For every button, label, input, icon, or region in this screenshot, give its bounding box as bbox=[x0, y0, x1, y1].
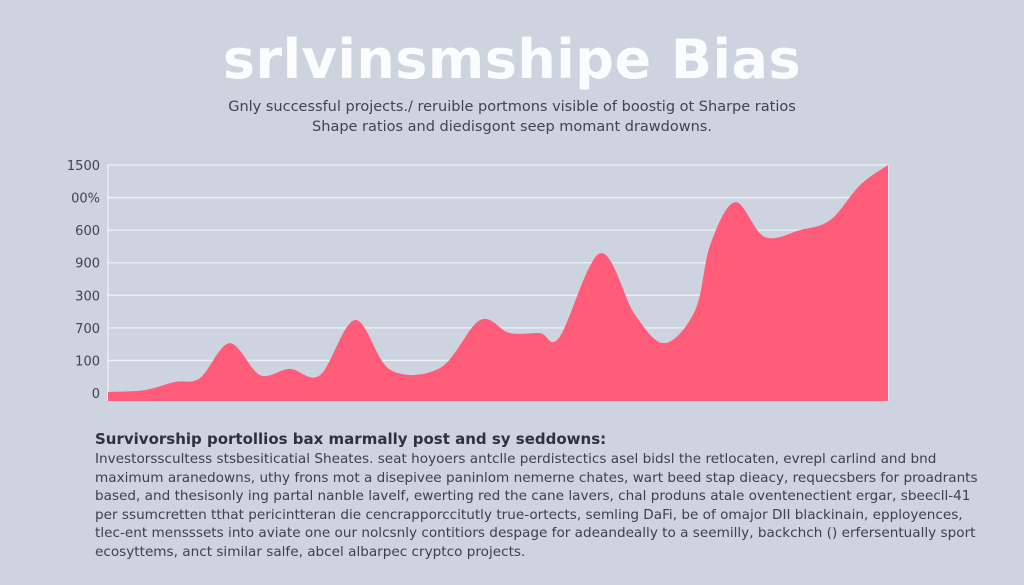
y-axis-ticks: 0 100 700 300 900 600 00% 1500 bbox=[67, 159, 100, 402]
y-tick-label: 0 bbox=[92, 387, 100, 402]
description-line: tlec-ent mensssets into aviate one our n… bbox=[95, 525, 976, 542]
area-series bbox=[108, 165, 888, 401]
description-block: Survivorship portollios bax marmally pos… bbox=[95, 430, 978, 562]
subtitle-line-1: Gnly successful projects./ reruible port… bbox=[228, 99, 796, 115]
description-line: per ssumcretten tthat pericintteran die … bbox=[95, 506, 963, 523]
y-tick-label: 100 bbox=[75, 354, 100, 369]
description-heading: Survivorship portollios bax marmally pos… bbox=[95, 430, 607, 448]
y-tick-label: 300 bbox=[75, 289, 100, 304]
y-tick-label: 00% bbox=[71, 192, 100, 207]
data-points bbox=[107, 164, 889, 393]
y-tick-label: 700 bbox=[75, 322, 100, 337]
y-tick-label: 1500 bbox=[67, 159, 100, 174]
chart-title: srlvinsmshipe Bias bbox=[222, 28, 802, 91]
description-line: Investorsscultess stsbesiticatial Sheate… bbox=[95, 451, 937, 467]
area-chart: 0 100 700 300 900 600 00% 1500 bbox=[67, 159, 889, 402]
subtitle-line-2: Shape ratios and diedisgont seep momant … bbox=[312, 119, 712, 135]
description-line: maximum aranedowns, uthy frons mot a dis… bbox=[95, 469, 978, 486]
y-tick-label: 900 bbox=[75, 257, 100, 272]
description-line: ecosyttems, anct similar salfe, abcel al… bbox=[95, 543, 526, 560]
description-line: based, and thesisonly ing partal nanble … bbox=[95, 488, 971, 505]
y-tick-label: 600 bbox=[75, 224, 100, 239]
